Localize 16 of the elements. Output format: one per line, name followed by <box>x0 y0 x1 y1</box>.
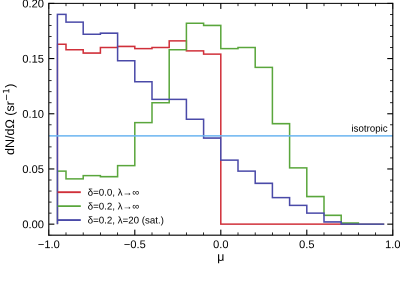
y-tick-label: 0.20 <box>22 0 44 8</box>
x-tick-label: 0.5 <box>300 240 314 248</box>
y-tick-label: 0.15 <box>22 54 44 63</box>
x-axis-title: μ <box>218 254 224 264</box>
legend-label: δ=0.0, λ→∞ <box>88 188 139 197</box>
y-tick-label: 0.10 <box>22 110 44 118</box>
legend-label: δ=0.2, λ→∞ <box>88 202 139 211</box>
x-tick-label: 0.0 <box>214 240 228 248</box>
y-axis-title: dN/dΩ (sr$^{−1}$) <box>2 84 17 154</box>
x-tick-label: −1.0 <box>38 240 60 248</box>
y-tick-label: 0.00 <box>22 220 44 228</box>
legend-label: δ=0.2, λ=20 (sat.) <box>88 216 164 226</box>
y-tick-label: 0.05 <box>22 165 44 174</box>
ref-line-label: isotropic <box>352 124 388 134</box>
x-tick-label: −0.5 <box>124 240 146 248</box>
x-tick-label: 1.0 <box>386 240 400 248</box>
